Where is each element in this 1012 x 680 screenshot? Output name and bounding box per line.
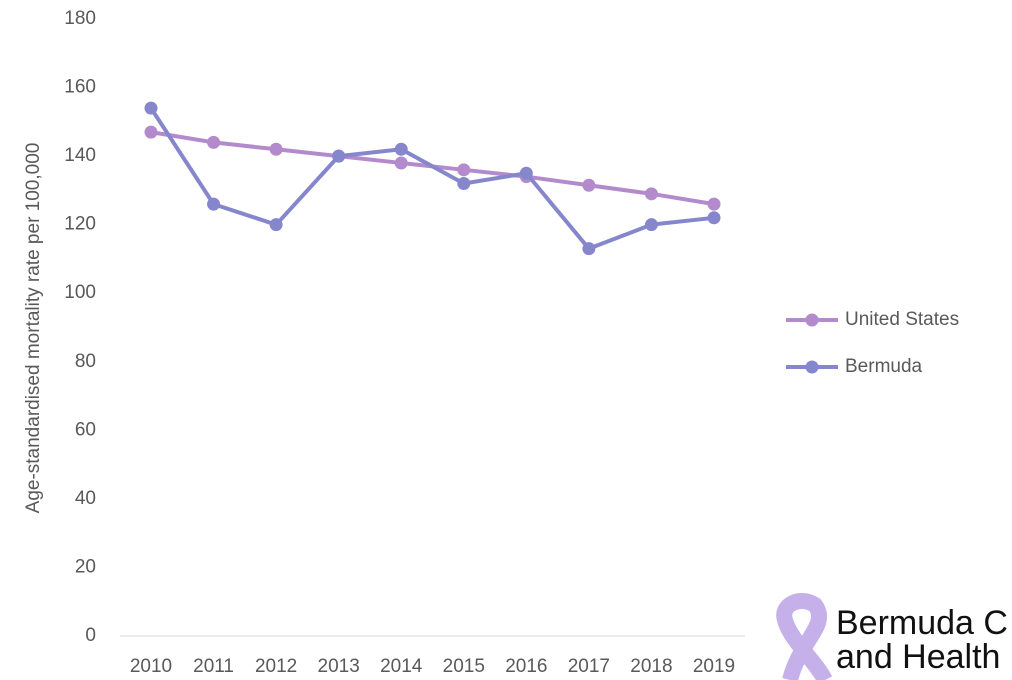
data-point xyxy=(457,177,471,191)
y-tick-label: 120 xyxy=(64,214,96,235)
x-tick-label: 2010 xyxy=(130,656,172,677)
legend-marker xyxy=(805,313,819,327)
y-tick-label: 180 xyxy=(64,8,96,29)
data-point xyxy=(644,218,658,232)
x-tick-label: 2012 xyxy=(255,656,297,677)
logo-text: and Health xyxy=(836,638,1000,676)
x-tick-label: 2016 xyxy=(505,656,547,677)
data-point xyxy=(144,125,158,139)
x-tick-label: 2013 xyxy=(318,656,360,677)
data-point xyxy=(707,197,721,211)
data-point xyxy=(207,197,221,211)
data-point xyxy=(332,149,346,163)
data-point xyxy=(269,142,283,156)
y-tick-label: 40 xyxy=(75,488,96,509)
data-point xyxy=(394,156,408,170)
logo: Bermuda C and Health xyxy=(776,593,1008,680)
x-tick-label: 2018 xyxy=(630,656,672,677)
y-tick-label: 160 xyxy=(64,77,96,98)
x-tick-label: 2011 xyxy=(193,656,234,677)
x-tick-label: 2014 xyxy=(380,656,423,677)
series-line xyxy=(149,107,715,251)
data-point xyxy=(582,242,596,256)
x-tick-label: 2015 xyxy=(443,656,485,677)
y-tick-label: 140 xyxy=(64,145,96,166)
logo-text: Bermuda C xyxy=(836,604,1008,642)
y-tick-label: 0 xyxy=(85,625,96,646)
data-point xyxy=(582,178,596,192)
y-tick-label: 20 xyxy=(75,556,96,577)
data-point xyxy=(519,166,533,180)
x-tick-label: 2019 xyxy=(693,656,735,677)
legend-label: Bermuda xyxy=(845,356,923,377)
data-point xyxy=(269,218,283,232)
legend-marker xyxy=(805,360,819,374)
x-tick-label: 2017 xyxy=(568,656,610,677)
y-axis-label: Age-standardised mortality rate per 100,… xyxy=(23,143,44,514)
data-point xyxy=(707,211,721,225)
data-point xyxy=(207,135,221,149)
data-point xyxy=(457,163,471,177)
data-point xyxy=(144,101,158,115)
y-tick-label: 80 xyxy=(75,351,96,372)
y-tick-label: 100 xyxy=(64,282,96,303)
data-point xyxy=(644,187,658,201)
legend-label: United States xyxy=(845,309,959,330)
data-point xyxy=(394,142,408,156)
y-tick-label: 60 xyxy=(75,419,96,440)
logo-ribbon xyxy=(776,593,833,680)
